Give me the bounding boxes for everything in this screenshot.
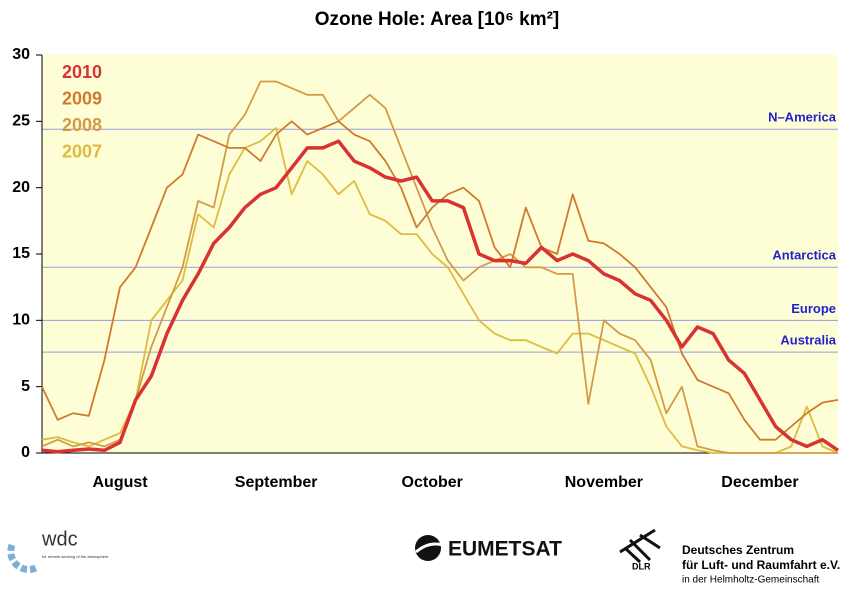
eumetsat-logo: EUMETSAT xyxy=(415,535,562,561)
y-tick-label: 30 xyxy=(12,46,30,63)
x-tick-label: October xyxy=(402,474,463,491)
wdc-text: wdc xyxy=(41,528,78,550)
x-tick-label: November xyxy=(565,474,643,491)
eumetsat-swoosh xyxy=(415,542,447,554)
y-tick-label: 25 xyxy=(12,113,30,130)
y-tick-label: 15 xyxy=(12,245,30,262)
series-line xyxy=(41,139,839,454)
y-tick-label: 5 xyxy=(21,378,30,395)
legend-label: 2009 xyxy=(62,88,102,108)
series-line xyxy=(41,80,838,454)
dlr-line: für Luft- und Raumfahrt e.V. xyxy=(682,558,840,572)
y-tick-label: 10 xyxy=(12,312,30,329)
x-tick-label: December xyxy=(721,474,798,491)
reference-label: N–America xyxy=(768,110,837,125)
legend-label: 2010 xyxy=(62,62,102,82)
wdc-icon xyxy=(7,543,38,573)
plot-area xyxy=(42,55,838,453)
reference-label: Australia xyxy=(780,333,836,348)
dlr-text: DLR xyxy=(632,561,651,571)
chart-title: Ozone Hole: Area [10⁶ km²] xyxy=(315,9,560,30)
y-tick-label: 0 xyxy=(21,444,30,461)
dlr-line: in der Helmholtz-Gemeinschaft xyxy=(682,575,819,586)
eumetsat-text: EUMETSAT xyxy=(448,538,562,561)
reference-label: Antarctica xyxy=(772,248,836,263)
dlr-logo: DLR Deutsches Zentrum für Luft- und Raum… xyxy=(619,528,840,586)
wdc-sub: for remote sensing of the atmosphere xyxy=(42,554,109,559)
x-tick-label: September xyxy=(235,474,318,491)
wdc-logo: wdc for remote sensing of the atmosphere xyxy=(7,528,109,573)
legend-label: 2008 xyxy=(62,115,102,135)
dlr-icon xyxy=(619,528,661,564)
eumetsat-icon xyxy=(415,535,441,561)
dlr-line: Deutsches Zentrum xyxy=(682,543,794,557)
x-tick-label: August xyxy=(92,474,148,491)
series-line xyxy=(41,127,839,454)
reference-label: Europe xyxy=(791,301,836,316)
legend-label: 2007 xyxy=(62,141,102,161)
y-tick-label: 20 xyxy=(12,179,30,196)
